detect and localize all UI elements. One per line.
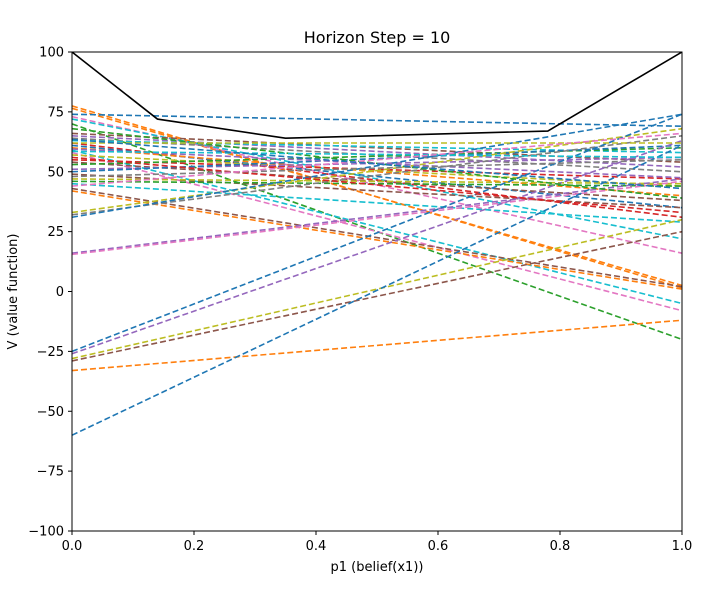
alpha-vector-line-24 xyxy=(72,180,682,187)
x-tick-label: 0.2 xyxy=(184,539,205,554)
alpha-vector-line-27 xyxy=(72,190,682,290)
x-tick-label: 0.8 xyxy=(550,539,571,554)
alpha-vector-line-43 xyxy=(72,156,682,214)
alpha-vector-line-2 xyxy=(72,107,682,287)
y-tick-label: −75 xyxy=(37,465,64,480)
alpha-vector-line-17 xyxy=(72,158,682,180)
alpha-vector-line-37 xyxy=(72,319,682,372)
alpha-vector-line-41 xyxy=(72,148,682,179)
x-tick-label: 0.0 xyxy=(62,539,83,554)
y-tick-label: 0 xyxy=(56,285,64,300)
alpha-vector-line-14 xyxy=(72,149,682,305)
y-tick-label: −25 xyxy=(37,345,64,360)
y-tick-label: 75 xyxy=(47,105,64,120)
y-axis-label: V (value function) xyxy=(6,234,21,350)
alpha-vector-line-32 xyxy=(72,180,682,256)
alpha-vector-line-46 xyxy=(72,138,682,190)
x-tick-label: 0.4 xyxy=(306,539,327,554)
y-axis: 100 75 50 25 0 −25 −50 −75 −100 xyxy=(28,46,72,540)
alpha-vector-line-3 xyxy=(72,113,682,128)
y-tick-label: −50 xyxy=(37,405,64,420)
alpha-vector-line-38 xyxy=(72,144,682,436)
alpha-vector-line-25 xyxy=(72,182,682,223)
alpha-vector-line-45 xyxy=(72,132,682,187)
alpha-vector-line-23 xyxy=(72,178,682,185)
x-tick-label: 1.0 xyxy=(672,539,693,554)
alpha-vector-line-39 xyxy=(72,127,682,199)
alpha-vector-line-16 xyxy=(72,154,682,187)
y-tick-label: −100 xyxy=(28,525,64,540)
value-function-line xyxy=(72,52,682,140)
alpha-vector-line-7 xyxy=(72,132,682,163)
alpha-vector-line-36 xyxy=(72,230,682,362)
y-tick-label: 100 xyxy=(39,46,64,61)
alpha-vector-line-31 xyxy=(72,178,682,254)
alpha-vector-line-30 xyxy=(72,113,682,219)
alpha-vector-line-29 xyxy=(72,135,682,216)
x-axis: 0.0 0.2 0.4 0.6 0.8 1.0 xyxy=(62,531,693,554)
alpha-vector-line-33 xyxy=(72,113,682,353)
alpha-vector-line-26 xyxy=(72,187,682,288)
x-tick-label: 0.6 xyxy=(428,539,449,554)
x-axis-label: p1 (belief(x1)) xyxy=(331,560,424,575)
y-tick-label: 50 xyxy=(47,165,64,180)
alpha-vector-line-35 xyxy=(72,218,682,360)
alpha-vector-line-13 xyxy=(72,147,682,197)
series-layer xyxy=(72,52,682,436)
y-tick-label: 25 xyxy=(47,225,64,240)
alpha-vector-line-44 xyxy=(72,158,682,178)
chart-title: Horizon Step = 10 xyxy=(304,28,451,47)
alpha-vector-line-42 xyxy=(72,150,682,159)
alpha-vector-line-15 xyxy=(72,151,682,312)
